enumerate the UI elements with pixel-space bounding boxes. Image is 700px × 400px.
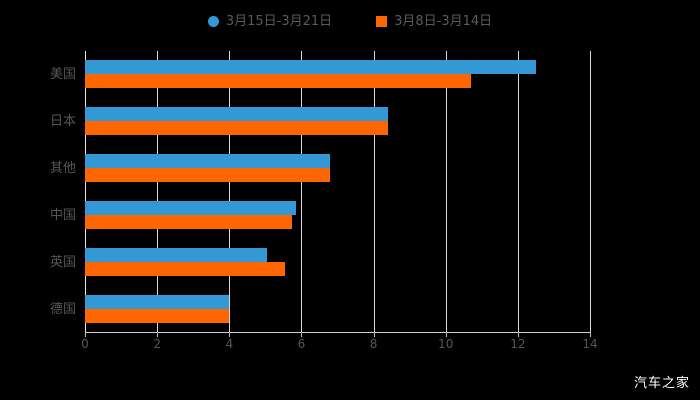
x-tick-mark [373, 332, 375, 337]
bar-中国-series-a[interactable] [85, 200, 297, 215]
bar-德国-series-a[interactable] [85, 294, 230, 309]
x-tick-mark [157, 332, 159, 337]
x-tick-mark [229, 332, 231, 337]
y-axis-label-德国: 德国 [49, 301, 76, 317]
bar-德国-series-b[interactable] [85, 308, 230, 323]
bar-其他-series-b[interactable] [85, 168, 331, 183]
x-tick-mark [517, 332, 519, 337]
gridline [301, 51, 303, 332]
legend-label-series-a: 3月15日-3月21日 [225, 13, 333, 29]
x-tick-mark [590, 332, 591, 337]
gridline [157, 51, 159, 332]
gridline [590, 51, 591, 332]
legend-label-series-b: 3月8日-3月14日 [394, 13, 493, 29]
y-axis-label-美国: 美国 [49, 67, 76, 83]
chart-legend: 3月15日-3月21日 3月8日-3月14日 [0, 8, 700, 34]
bar-英国-series-b[interactable] [85, 261, 286, 276]
bar-其他-series-a[interactable] [85, 154, 331, 169]
x-tick-label-14: 14 [582, 337, 598, 351]
bar-美国-series-a[interactable] [85, 60, 536, 75]
legend-item-series-a[interactable]: 3月15日-3月21日 [207, 13, 333, 29]
bar-日本-series-b[interactable] [85, 121, 388, 136]
bar-日本-series-a[interactable] [85, 107, 388, 122]
gridline [517, 51, 519, 332]
watermark: 汽车之家 [633, 376, 690, 391]
x-tick-mark [445, 332, 447, 337]
legend-square-marker-icon [376, 15, 388, 27]
y-axis-label-英国: 英国 [49, 254, 76, 270]
x-tick-label-4: 4 [225, 337, 234, 351]
x-tick-label-6: 6 [297, 337, 306, 351]
x-tick-label-12: 12 [510, 337, 526, 351]
gridline [445, 51, 447, 332]
gridline [85, 51, 86, 332]
bar-英国-series-a[interactable] [85, 247, 268, 262]
y-axis-label-其他: 其他 [49, 161, 76, 177]
y-axis-label-中国: 中国 [49, 207, 76, 223]
bar-美国-series-b[interactable] [85, 74, 471, 89]
x-tick-label-8: 8 [369, 337, 378, 351]
legend-item-series-b[interactable]: 3月8日-3月14日 [376, 15, 492, 28]
y-axis-label-日本: 日本 [49, 114, 76, 130]
x-tick-label-0: 0 [81, 337, 89, 351]
x-tick-label-10: 10 [438, 337, 454, 351]
plot-area [85, 51, 591, 332]
gridline [373, 51, 375, 332]
x-tick-mark [85, 332, 86, 337]
x-tick-label-2: 2 [153, 337, 161, 351]
x-tick-mark [301, 332, 303, 337]
y-axis-labels: 美国日本其他中国英国德国 [0, 51, 76, 332]
x-axis-line [85, 332, 591, 333]
legend-circle-marker-icon [207, 15, 219, 27]
bar-中国-series-b[interactable] [85, 214, 293, 229]
gridline [229, 51, 231, 332]
